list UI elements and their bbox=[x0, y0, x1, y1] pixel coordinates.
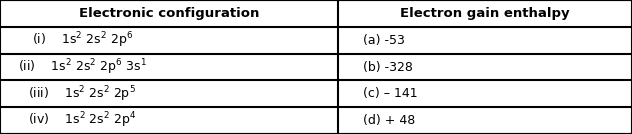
Text: (iii)    1s$^2$ 2s$^2$ 2p$^5$: (iii) 1s$^2$ 2s$^2$ 2p$^5$ bbox=[28, 84, 136, 104]
Text: Electronic configuration: Electronic configuration bbox=[79, 7, 259, 20]
Text: (a) -53: (a) -53 bbox=[363, 34, 405, 47]
Text: (b) -328: (b) -328 bbox=[363, 60, 413, 74]
Text: (i)    1s$^2$ 2s$^2$ 2p$^6$: (i) 1s$^2$ 2s$^2$ 2p$^6$ bbox=[32, 30, 133, 50]
Text: (c) – 141: (c) – 141 bbox=[363, 87, 418, 100]
Text: (iv)    1s$^2$ 2s$^2$ 2p$^4$: (iv) 1s$^2$ 2s$^2$ 2p$^4$ bbox=[28, 111, 137, 130]
Text: Electron gain enthalpy: Electron gain enthalpy bbox=[400, 7, 570, 20]
Text: (d) + 48: (d) + 48 bbox=[363, 114, 416, 127]
Text: (ii)    1s$^2$ 2s$^2$ 2p$^6$ 3s$^1$: (ii) 1s$^2$ 2s$^2$ 2p$^6$ 3s$^1$ bbox=[18, 57, 147, 77]
